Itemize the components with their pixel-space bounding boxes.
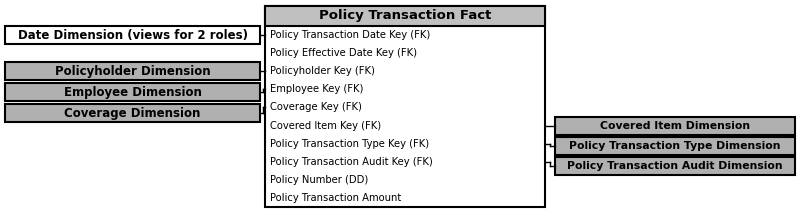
Bar xyxy=(5,62,260,80)
Text: Policy Transaction Audit Key (FK): Policy Transaction Audit Key (FK) xyxy=(270,157,433,167)
Bar xyxy=(5,104,260,122)
Text: Covered Item Dimension: Covered Item Dimension xyxy=(600,121,750,131)
Bar xyxy=(555,117,795,135)
Bar xyxy=(265,6,545,207)
Bar xyxy=(5,83,260,101)
Text: Policyholder Key (FK): Policyholder Key (FK) xyxy=(270,66,375,76)
Text: Policyholder Dimension: Policyholder Dimension xyxy=(54,65,210,78)
Text: Policy Transaction Fact: Policy Transaction Fact xyxy=(319,10,491,23)
Bar xyxy=(265,6,545,26)
Bar xyxy=(555,157,795,174)
Text: Covered Item Key (FK): Covered Item Key (FK) xyxy=(270,121,381,131)
Text: Policy Transaction Amount: Policy Transaction Amount xyxy=(270,193,402,203)
Text: Policy Transaction Date Key (FK): Policy Transaction Date Key (FK) xyxy=(270,30,430,40)
Text: Policy Transaction Audit Dimension: Policy Transaction Audit Dimension xyxy=(567,161,783,171)
Text: Date Dimension (views for 2 roles): Date Dimension (views for 2 roles) xyxy=(18,29,247,42)
Text: Employee Dimension: Employee Dimension xyxy=(63,86,202,99)
Text: Coverage Key (FK): Coverage Key (FK) xyxy=(270,102,362,112)
Text: Policy Transaction Type Key (FK): Policy Transaction Type Key (FK) xyxy=(270,139,429,149)
Text: Policy Effective Date Key (FK): Policy Effective Date Key (FK) xyxy=(270,48,417,58)
Text: Policy Transaction Type Dimension: Policy Transaction Type Dimension xyxy=(570,141,781,151)
Text: Employee Key (FK): Employee Key (FK) xyxy=(270,84,363,94)
Bar xyxy=(555,137,795,155)
Text: Coverage Dimension: Coverage Dimension xyxy=(64,107,201,120)
Text: Policy Number (DD): Policy Number (DD) xyxy=(270,175,368,185)
Bar xyxy=(5,26,260,44)
